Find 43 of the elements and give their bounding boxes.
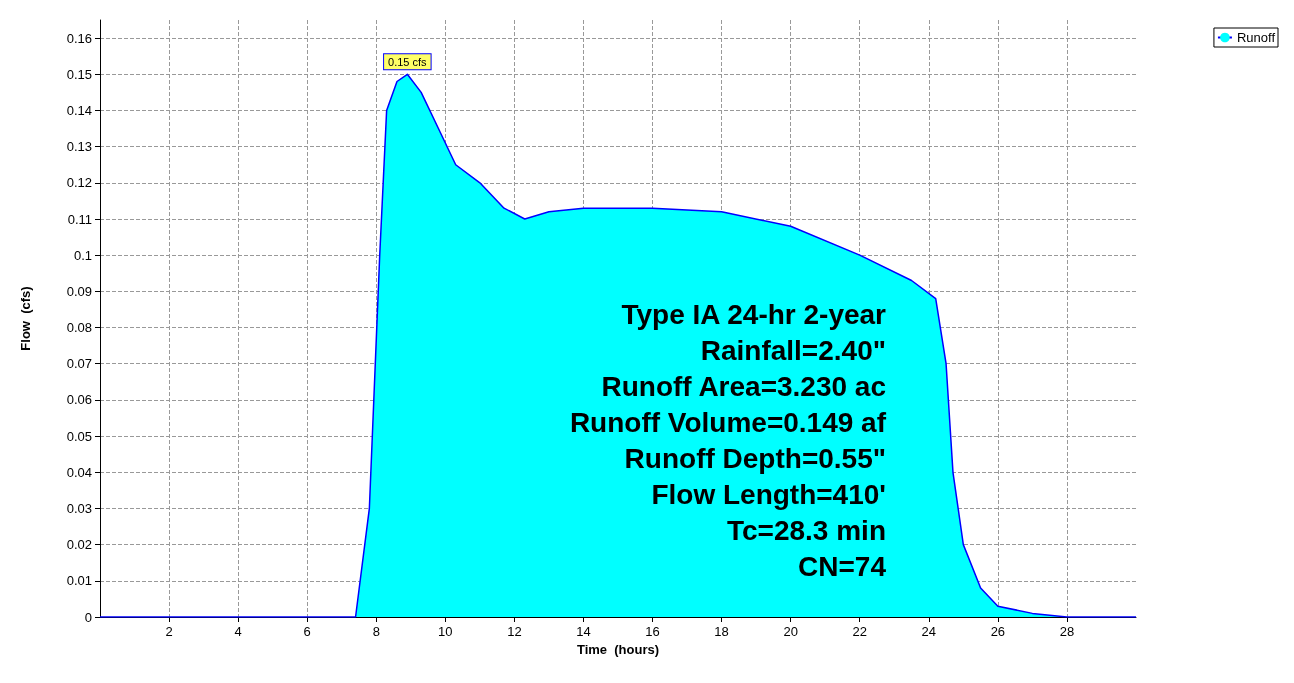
annotation: Type IA 24-hr 2-year [621, 298, 887, 330]
x-tick-label: 8 [372, 624, 380, 639]
x-tick-label: 20 [783, 624, 798, 639]
y-tick-label: 0.13 [66, 139, 92, 155]
y-tick-label: 0.01 [66, 573, 92, 589]
x-tick-label: 26 [990, 624, 1006, 639]
x-tick-label: 10 [438, 624, 453, 639]
y-tick-label: 0.08 [66, 320, 92, 336]
annotation: 0.15 cfs [388, 55, 428, 68]
legend-label: Runoff [1236, 30, 1276, 45]
annotation: Flow Length=410' [651, 478, 886, 510]
y-tick-label: 0 [84, 609, 92, 625]
y-tick-label: 0.07 [66, 356, 92, 372]
y-tick-label: 0.14 [66, 102, 92, 118]
annotation: Tc=28.3 min [726, 514, 886, 546]
y-tick-label: 0.16 [66, 30, 92, 46]
y-tick-label: 0.05 [66, 428, 92, 444]
y-tick-label: 0.06 [66, 392, 92, 408]
y-tick-label: 0.04 [66, 464, 92, 480]
y-tick-label: 0.15 [66, 66, 92, 82]
y-axis-title: Flow (cfs) [18, 286, 33, 351]
x-tick-label: 22 [852, 624, 867, 639]
y-tick-label: 0.1 [73, 247, 92, 263]
x-tick-label: 12 [507, 624, 522, 639]
x-tick-label: 16 [645, 624, 660, 639]
annotation: Runoff Depth=0.55" [624, 442, 886, 474]
x-tick-label: 2 [165, 624, 173, 639]
y-tick-label: 0.11 [67, 211, 92, 227]
y-tick-label: 0.03 [66, 500, 92, 516]
x-tick-label: 4 [234, 624, 242, 639]
x-tick-label: 24 [921, 624, 937, 639]
annotation: Runoff Volume=0.149 af [569, 406, 887, 438]
annotation: Runoff Area=3.230 ac [601, 370, 886, 402]
x-tick-label: 6 [303, 624, 311, 639]
x-tick-label: 14 [576, 624, 591, 639]
y-tick-label: 0.09 [66, 283, 92, 299]
x-tick-label: 18 [714, 624, 729, 639]
y-tick-label: 0.02 [66, 537, 92, 553]
annotation: CN=74 [798, 550, 887, 582]
annotation: Rainfall=2.40" [700, 334, 886, 366]
x-tick-label: 28 [1059, 624, 1075, 639]
y-tick-label: 0.12 [66, 175, 92, 191]
x-axis-title: Time (hours) [576, 641, 660, 657]
